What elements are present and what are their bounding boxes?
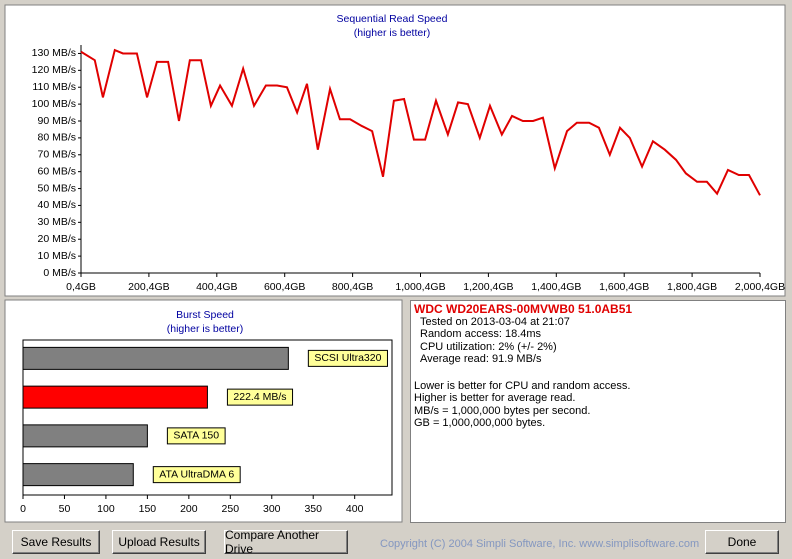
x-tick-label: 1,600,4GB	[599, 281, 649, 293]
bar-label-box	[152, 466, 241, 484]
bar-label-box	[166, 427, 226, 445]
y-tick-label: 80 MB/s	[37, 132, 76, 144]
note-line: GB = 1,000,000,000 bytes.	[414, 417, 546, 429]
save-button[interactable]: Save Results	[12, 530, 100, 554]
stat-line: CPU utilization: 2% (+/- 2%)	[420, 340, 557, 353]
bar	[22, 385, 208, 409]
bar	[22, 424, 148, 448]
bar-label: SCSI Ultra320	[314, 352, 381, 364]
x-tick-label: 2,000,4GB	[735, 281, 785, 293]
x-tick-label: 200,4GB	[128, 281, 169, 293]
chart-title: Sequential Read Speed	[337, 13, 448, 25]
y-tick-label: 70 MB/s	[37, 149, 76, 161]
x-tick-label: 50	[59, 503, 71, 515]
y-tick-label: 120 MB/s	[32, 64, 76, 76]
notes: Lower is better for CPU and random acces…	[414, 380, 785, 430]
bar	[22, 346, 289, 370]
y-tick-label: 100 MB/s	[32, 98, 76, 110]
drive-name: WDC WD20EARS-00MVWB0 51.0AB51	[414, 302, 633, 316]
read-panel	[4, 4, 786, 297]
y-tick-label: 40 MB/s	[37, 199, 76, 211]
x-tick-label: 0,4GB	[66, 281, 96, 293]
y-tick-label: 90 MB/s	[37, 115, 76, 127]
y-tick-label: 60 MB/s	[37, 165, 76, 177]
y-tick-label: 20 MB/s	[37, 233, 76, 245]
compare-button[interactable]: Compare Another Drive	[224, 528, 348, 556]
x-tick-label: 150	[139, 503, 157, 515]
y-tick-label: 110 MB/s	[32, 81, 76, 93]
x-tick-label: 600,4GB	[264, 281, 305, 293]
x-tick-label: 250	[222, 503, 240, 515]
stat-line: Tested on 2013-03-04 at 21:07	[420, 315, 570, 328]
x-tick-label: 200	[180, 503, 198, 515]
x-tick-label: 1,800,4GB	[667, 281, 717, 293]
bar	[22, 463, 134, 487]
x-tick-label: 100	[97, 503, 115, 515]
info-panel: WDC WD20EARS-00MVWB0 51.0AB51 Tested on …	[410, 300, 786, 523]
y-tick-label: 130 MB/s	[32, 47, 76, 59]
bar-label: 222.4 MB/s	[233, 391, 286, 403]
y-tick-label: 0 MB/s	[43, 267, 76, 279]
x-tick-label: 0	[20, 503, 26, 515]
read-line	[80, 48, 761, 196]
y-tick-label: 30 MB/s	[37, 216, 76, 228]
x-tick-label: 1,400,4GB	[531, 281, 581, 293]
done-button[interactable]: Done	[705, 530, 779, 554]
note-line: Higher is better for average read.	[414, 392, 576, 404]
stat-line: Random access: 18.4ms	[420, 328, 542, 340]
x-tick-label: 350	[304, 503, 322, 515]
x-tick-label: 1,000,4GB	[395, 281, 445, 293]
upload-button[interactable]: Upload Results	[112, 530, 206, 554]
x-tick-label: 1,200,4GB	[463, 281, 513, 293]
bar-label-box	[307, 349, 388, 367]
bar-label-box	[226, 388, 294, 406]
x-tick-label: 400,4GB	[196, 281, 237, 293]
x-tick-label: 800,4GB	[332, 281, 373, 293]
bar-label: SATA 150	[173, 430, 219, 442]
x-tick-label: 400	[346, 503, 364, 515]
y-tick-label: 50 MB/s	[37, 182, 76, 194]
y-tick-label: 10 MB/s	[37, 250, 76, 262]
bar-label: ATA UltraDMA 6	[159, 468, 234, 480]
plot-frame	[22, 339, 393, 496]
stat-line: Average read: 91.9 MB/s	[420, 353, 542, 365]
note-line: MB/s = 1,000,000 bytes per second.	[414, 404, 591, 417]
stats: Tested on 2013-03-04 at 21:07 Random acce…	[411, 316, 785, 366]
x-tick-label: 300	[263, 503, 281, 515]
chart-title: Burst Speed	[176, 309, 234, 321]
chart-subtitle: (higher is better)	[167, 323, 243, 335]
chart-subtitle: (higher is better)	[354, 27, 430, 39]
copyright: Copyright (C) 2004 Simpli Software, Inc.…	[380, 538, 700, 550]
note-line: Lower is better for CPU and random acces…	[414, 379, 631, 392]
